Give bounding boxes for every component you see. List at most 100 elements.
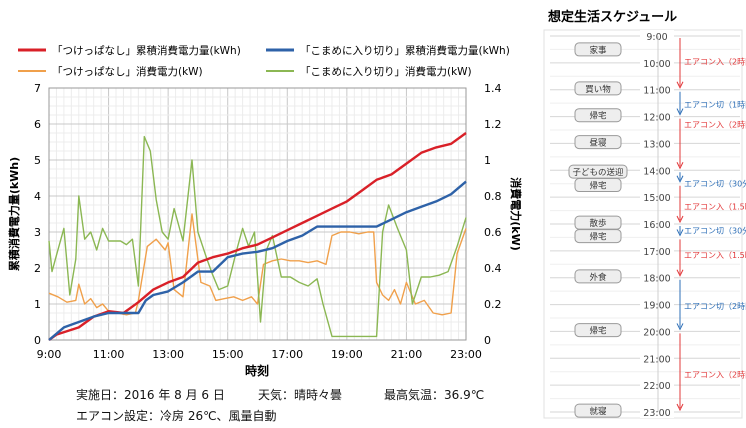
activity-pill [574,403,622,418]
legend-label: 「こまめに入り切り」累積消費電力量(kWh) [300,44,510,57]
y-axis-right-label: 消費電力(kW) [509,177,523,251]
activity-label: 帰宅 [589,232,606,243]
activity-pill [574,135,622,150]
activity-label: 帰宅 [589,326,606,337]
activity-pill [574,81,622,96]
y-right-tick-label: 1.4 [484,82,502,95]
hour-label: 16:00 [643,220,670,231]
legend-label: 「つけっぱなし」消費電力(kW) [52,65,203,78]
y-right-tick-label: 0.2 [484,298,502,311]
y-left-tick-label: 5 [34,154,41,167]
hour-label-bg [640,137,674,150]
legend-label: 「つけっぱなし」累積消費電力量(kWh) [52,44,241,57]
legend: 「つけっぱなし」累積消費電力量(kWh) 「こまめに入り切り」累積消費電力量(kW… [18,44,510,78]
schedule-ac-notes: エアコン入（2時間） エアコン切（1時間） エアコン入（2時間） エアコン切（30分）… [684,58,746,380]
caption-ac-setting: エアコン設定：冷房 26℃、風量自動 [76,409,277,423]
activity-label: 買い物 [585,84,611,95]
ac-arrow-head [676,175,684,183]
hour-label-bg [640,244,674,257]
y-left-tick-label: 4 [34,190,41,203]
plot-frame [48,87,467,341]
hour-label-bg [640,56,674,69]
hour-label: 11:00 [643,86,670,97]
hour-label-bg [640,298,674,311]
ac-arrow-head [676,269,684,277]
ac-arrow-head [676,162,684,170]
y-right-tick-label: 0 [484,334,491,347]
series-line-3 [48,135,467,338]
hour-label-bg [640,352,674,365]
hour-label-bg [640,30,674,42]
caption-weather: 天気：晴時々曇 [258,388,343,402]
x-tick-label: 15:00 [212,348,244,361]
hour-label-bg [640,191,674,204]
hour-label-bg [640,83,674,96]
x-tick-label: 9:00 [37,348,62,361]
power-chart: 9:00 11:00 13:00 15:00 17:00 19:00 21:00 23:000… [7,44,523,378]
series-line-1 [48,180,467,341]
y-right-tick-label: 0.8 [484,190,502,203]
y-axis-left-label: 累積消費電力量(kWh) [7,157,21,271]
hour-label: 13:00 [643,139,670,150]
x-tick-label: 17:00 [271,348,303,361]
hour-label: 14:00 [643,166,670,177]
activity-pill [574,323,622,338]
hour-label-bg [640,110,674,123]
axis-ticks: 9:00 11:00 13:00 15:00 17:00 19:00 21:00 23:000… [34,82,502,361]
x-tick-label: 23:00 [450,348,482,361]
activity-label: 散歩 [589,218,607,229]
hour-label-bg [640,271,674,284]
y-left-tick-label: 7 [34,82,41,95]
y-right-tick-label: 0.4 [484,262,502,275]
hour-label-bg [640,218,674,230]
hour-label: 12:00 [643,113,670,124]
activity-pill [574,229,622,244]
activity-pill [574,269,622,284]
schedule-grid: 9:00 10:00 11:00 12:00 13:00 14:00 15:00 16:00 1… [543,29,743,419]
activity-label: 帰宅 [589,181,606,192]
activity-label: 家事 [589,45,607,56]
hour-label-bg [640,325,674,338]
activity-label: 昼寝 [589,138,607,149]
x-tick-label: 11:00 [93,348,125,361]
hour-label: 10:00 [643,59,670,70]
ac-note: エアコン入（2時間） [684,121,746,130]
ac-arrow-head [676,403,684,412]
y-right-tick-label: 1.2 [484,118,502,131]
y-right-tick-label: 1 [484,154,491,167]
ac-note: エアコン切（30分） [684,227,746,236]
plot-lines [48,132,467,341]
ac-arrow-head [676,229,684,237]
y-left-tick-label: 3 [34,226,41,239]
hour-label: 9:00 [646,32,667,43]
activity-label: 外食 [589,272,607,283]
caption-max-temp: 最高気温：36.9℃ [384,388,485,402]
hour-label: 15:00 [643,193,670,204]
hour-label: 22:00 [643,381,670,392]
x-tick-label: 13:00 [152,348,184,361]
activity-pill [574,42,622,57]
activity-label: 子どもの送迎 [572,167,624,178]
ac-note: エアコン入（1.5時間） [684,203,746,212]
hour-label-bg [640,379,674,392]
ac-arrow-head [676,81,684,89]
x-tick-label: 21:00 [391,348,423,361]
ac-note: エアコン切（30分） [684,180,746,189]
x-tick-label: 19:00 [331,348,363,361]
y-left-tick-label: 6 [34,118,41,131]
ac-arrow-head [676,215,684,224]
ac-note: エアコン入（1.5時間） [684,251,746,260]
caption-date: 実施日：2016 年 8 月 6 日 [76,388,225,402]
hour-label: 17:00 [643,247,670,258]
ac-arrow-head [676,323,684,331]
y-left-tick-label: 0 [34,334,41,347]
ac-note: エアコン切（2時間） [684,302,746,311]
schedule-arrows [676,38,684,412]
ac-note: エアコン切（1時間） [684,100,746,109]
hour-label: 18:00 [643,274,670,285]
activity-label: 帰宅 [589,111,606,122]
activity-pill [574,108,622,123]
activity-label: 就寝 [589,406,607,417]
y-left-tick-label: 2 [34,262,41,275]
